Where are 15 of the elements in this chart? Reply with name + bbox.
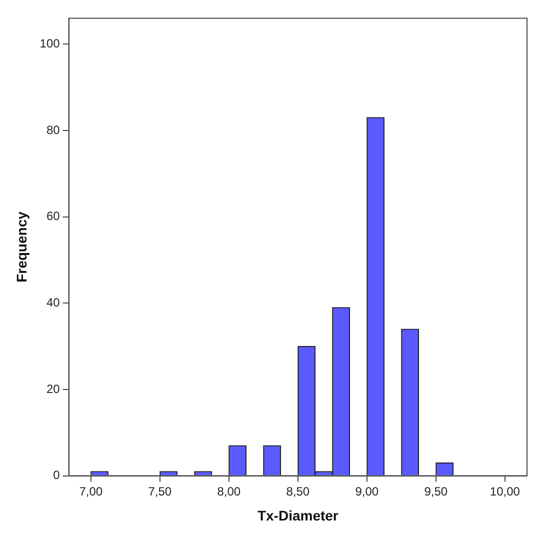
y-axis-title: Frequency [13, 211, 30, 282]
y-tick-label: 60 [46, 209, 60, 224]
y-tick-label: 80 [46, 122, 60, 137]
x-tick-label: 9,00 [355, 484, 379, 498]
x-tick-label: 10,00 [490, 484, 520, 498]
x-tick-label: 7,00 [79, 484, 103, 498]
x-tick-label: 7,50 [148, 484, 172, 498]
y-tick-label: 0 [53, 468, 60, 482]
y-tick-label: 100 [40, 36, 60, 50]
y-tick-label: 20 [46, 382, 60, 396]
x-tick-label: 8,00 [217, 484, 241, 498]
x-axis-title: Tx-Diameter [257, 507, 339, 524]
y-tick-label: 40 [46, 295, 60, 310]
x-tick-label: 9,50 [424, 484, 448, 498]
x-tick-label: 8,50 [286, 484, 310, 498]
